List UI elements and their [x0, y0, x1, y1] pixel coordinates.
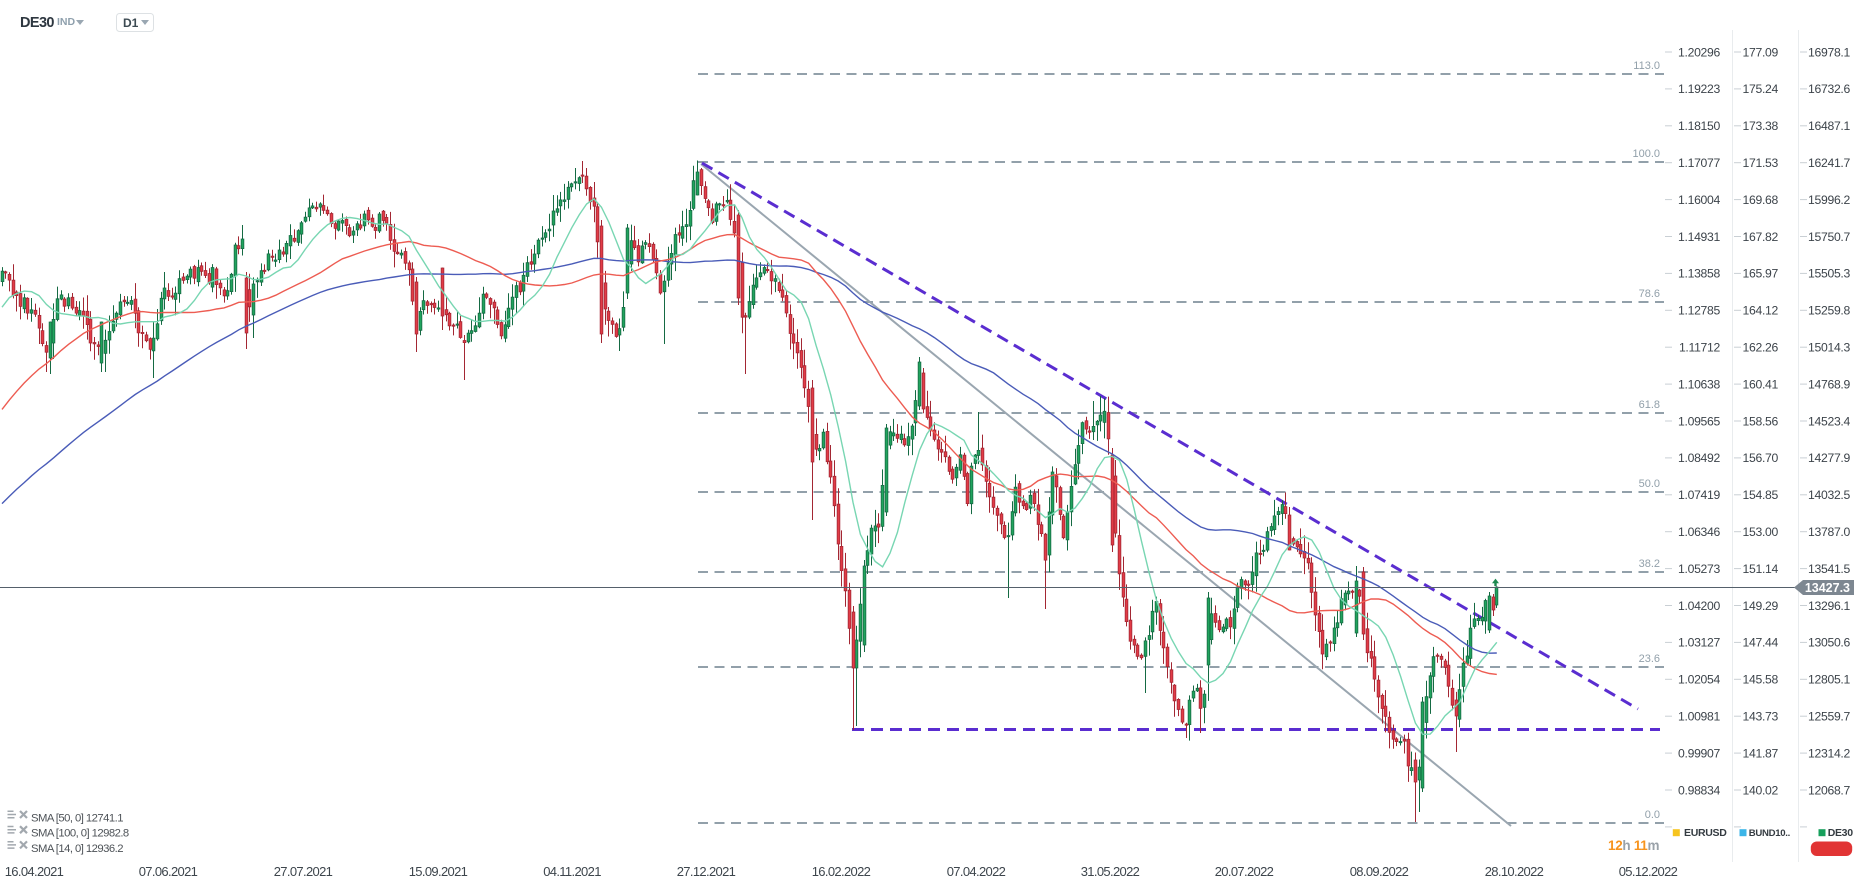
svg-text:1.20296: 1.20296	[1678, 45, 1720, 59]
svg-text:28.10.2022: 28.10.2022	[1485, 864, 1544, 879]
svg-text:07.04.2022: 07.04.2022	[947, 864, 1006, 879]
svg-text:160.41: 160.41	[1743, 377, 1779, 391]
svg-text:15259.8: 15259.8	[1808, 304, 1850, 318]
svg-text:16487.1: 16487.1	[1808, 119, 1850, 133]
svg-text:1.11712: 1.11712	[1679, 341, 1721, 355]
svg-text:DE30: DE30	[1828, 827, 1854, 839]
svg-text:140.02: 140.02	[1743, 783, 1779, 797]
svg-text:0.99907: 0.99907	[1678, 746, 1720, 760]
svg-text:147.44: 147.44	[1743, 636, 1779, 650]
svg-text:13050.6: 13050.6	[1808, 636, 1850, 650]
svg-text:1.06346: 1.06346	[1678, 525, 1720, 539]
svg-text:07.06.2021: 07.06.2021	[139, 864, 198, 879]
svg-text:113.0: 113.0	[1633, 60, 1660, 72]
svg-text:1.12785: 1.12785	[1678, 304, 1720, 318]
svg-text:15014.3: 15014.3	[1808, 341, 1850, 355]
svg-text:149.29: 149.29	[1743, 599, 1779, 613]
svg-text:100.0: 100.0	[1632, 148, 1660, 160]
svg-text:156.70: 156.70	[1743, 451, 1779, 465]
svg-text:1.05273: 1.05273	[1678, 562, 1720, 576]
svg-text:15750.7: 15750.7	[1808, 230, 1850, 244]
svg-text:154.85: 154.85	[1743, 488, 1779, 502]
svg-text:12314.2: 12314.2	[1808, 746, 1850, 760]
svg-text:177.09: 177.09	[1743, 45, 1779, 59]
svg-text:15.09.2021: 15.09.2021	[409, 864, 468, 879]
svg-text:1.08492: 1.08492	[1678, 451, 1720, 465]
svg-text:1.17077: 1.17077	[1678, 156, 1720, 170]
svg-text:13787.0: 13787.0	[1808, 525, 1850, 539]
svg-text:0.0: 0.0	[1645, 809, 1660, 821]
svg-text:141.87: 141.87	[1743, 746, 1779, 760]
svg-text:1.13858: 1.13858	[1678, 267, 1720, 281]
svg-text:IND: IND	[57, 16, 76, 28]
svg-text:61.8: 61.8	[1639, 399, 1660, 411]
svg-text:1.02054: 1.02054	[1678, 673, 1720, 687]
svg-text:BUND10..: BUND10..	[1749, 828, 1790, 839]
svg-text:14032.5: 14032.5	[1808, 488, 1850, 502]
svg-text:12559.7: 12559.7	[1808, 710, 1850, 724]
svg-text:1.07419: 1.07419	[1678, 488, 1720, 502]
svg-text:14768.9: 14768.9	[1808, 377, 1850, 391]
svg-text:04.11.2021: 04.11.2021	[543, 864, 601, 879]
svg-text:12h 11m: 12h 11m	[1608, 838, 1660, 853]
svg-text:158.56: 158.56	[1743, 414, 1779, 428]
svg-text:1.14931: 1.14931	[1678, 230, 1720, 244]
svg-text:171.53: 171.53	[1743, 156, 1779, 170]
svg-text:12805.1: 12805.1	[1808, 673, 1850, 687]
svg-text:SMA [100, 0] 12982.8: SMA [100, 0] 12982.8	[31, 828, 129, 840]
svg-text:1.03127: 1.03127	[1678, 636, 1720, 650]
svg-text:175.24: 175.24	[1743, 82, 1779, 96]
svg-text:1.09565: 1.09565	[1678, 414, 1720, 428]
svg-text:D1: D1	[123, 16, 139, 30]
svg-text:173.38: 173.38	[1743, 119, 1779, 133]
svg-text:27.12.2021: 27.12.2021	[677, 864, 736, 879]
svg-text:1.10638: 1.10638	[1678, 377, 1720, 391]
svg-text:16732.6: 16732.6	[1808, 82, 1850, 96]
svg-text:1.16004: 1.16004	[1678, 193, 1720, 207]
svg-text:SMA [14, 0] 12936.2: SMA [14, 0] 12936.2	[31, 843, 123, 855]
svg-text:12068.7: 12068.7	[1808, 783, 1850, 797]
svg-text:13541.5: 13541.5	[1808, 562, 1850, 576]
svg-text:153.00: 153.00	[1743, 525, 1779, 539]
svg-text:27.07.2021: 27.07.2021	[274, 864, 333, 879]
svg-text:16.02.2022: 16.02.2022	[812, 864, 871, 879]
svg-text:38.2: 38.2	[1639, 558, 1660, 570]
svg-text:1.19223: 1.19223	[1678, 82, 1720, 96]
svg-text:13427.3: 13427.3	[1805, 581, 1850, 595]
svg-text:SMA [50, 0] 12741.1: SMA [50, 0] 12741.1	[31, 813, 123, 825]
svg-text:14523.4: 14523.4	[1808, 414, 1850, 428]
svg-text:20.07.2022: 20.07.2022	[1215, 864, 1274, 879]
svg-text:162.26: 162.26	[1743, 341, 1779, 355]
svg-text:164.12: 164.12	[1743, 304, 1779, 318]
svg-text:145.58: 145.58	[1743, 673, 1779, 687]
svg-text:16241.7: 16241.7	[1808, 156, 1850, 170]
svg-text:31.05.2022: 31.05.2022	[1081, 864, 1140, 879]
svg-text:15996.2: 15996.2	[1808, 193, 1850, 207]
svg-text:165.97: 165.97	[1743, 267, 1779, 281]
svg-text:08.09.2022: 08.09.2022	[1350, 864, 1409, 879]
svg-text:05.12.2022: 05.12.2022	[1619, 864, 1678, 879]
svg-text:0.98834: 0.98834	[1678, 783, 1720, 797]
svg-text:16.04.2021: 16.04.2021	[5, 864, 64, 879]
svg-text:143.73: 143.73	[1743, 710, 1779, 724]
svg-text:23.6: 23.6	[1639, 653, 1660, 665]
svg-text:78.6: 78.6	[1639, 288, 1660, 300]
svg-text:13296.1: 13296.1	[1808, 599, 1850, 613]
svg-text:169.68: 169.68	[1743, 193, 1779, 207]
svg-text:1.04200: 1.04200	[1678, 599, 1720, 613]
svg-text:14277.9: 14277.9	[1808, 451, 1850, 465]
svg-text:EURUSD: EURUSD	[1684, 827, 1727, 839]
svg-text:1.18150: 1.18150	[1678, 119, 1720, 133]
svg-text:50.0: 50.0	[1639, 478, 1660, 490]
svg-text:DE30: DE30	[20, 15, 54, 31]
svg-text:151.14: 151.14	[1743, 562, 1779, 576]
svg-text:16978.1: 16978.1	[1808, 45, 1850, 59]
svg-text:1.00981: 1.00981	[1678, 710, 1720, 724]
svg-text:167.82: 167.82	[1743, 230, 1779, 244]
svg-text:15505.3: 15505.3	[1808, 267, 1850, 281]
